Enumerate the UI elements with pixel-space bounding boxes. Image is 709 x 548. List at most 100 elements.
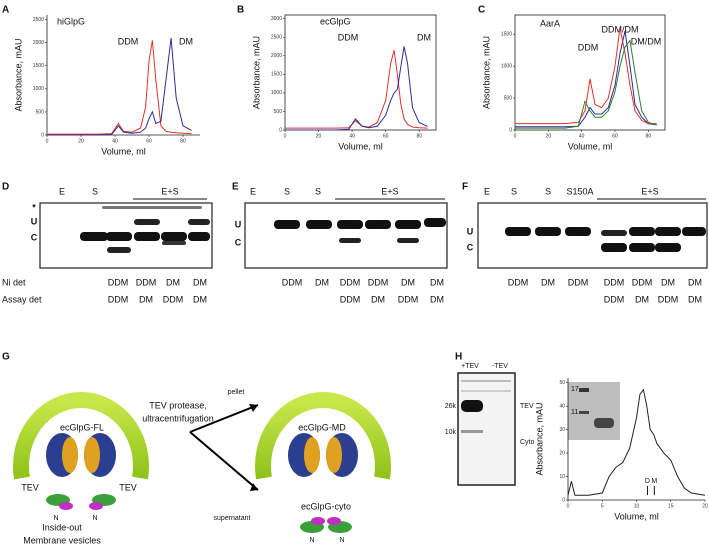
row-label: Ni det: [2, 277, 26, 287]
y-tick-label: 30: [559, 427, 565, 433]
gel-d: [39, 202, 213, 269]
series-label: DM/DM: [631, 36, 662, 46]
tev-label: TEV: [21, 482, 39, 492]
y-tick-label: 0: [562, 497, 565, 503]
x-tick-label: 60: [146, 138, 152, 144]
y-tick-label: 2000: [271, 53, 282, 59]
lane-label: S: [511, 186, 517, 196]
y-tick-label: 1500: [33, 63, 44, 69]
lane-label: E: [250, 186, 256, 196]
x-tick-label: 15: [668, 503, 674, 509]
chart-title: hiGlpG: [57, 16, 85, 26]
y-tick-label: 50: [559, 380, 565, 386]
x-tick-label: 0: [284, 133, 287, 139]
x-axis-label: Volume, ml: [614, 511, 659, 521]
annotation-label: D: [645, 478, 650, 485]
supernatant-label: supernatant: [214, 515, 251, 522]
chart-title: AarA: [540, 18, 560, 28]
y-tick-label: 1000: [271, 90, 282, 96]
ni-det: DM: [193, 277, 207, 287]
series-label: DDM: [578, 42, 599, 52]
band-label: C: [235, 237, 242, 247]
x-tick-label: 5: [601, 503, 604, 509]
y-axis-label: Absorbance, mAU: [481, 36, 491, 109]
ni-det: DDM: [604, 277, 625, 287]
x-tick-label: 40: [579, 133, 585, 139]
x-tick-label: 80: [180, 138, 186, 144]
band-label: U: [31, 216, 38, 226]
x-tick-label: 40: [112, 138, 118, 144]
x-tick-label: 20: [78, 138, 84, 144]
x-tick-label: 20: [546, 133, 552, 139]
trace: [285, 46, 428, 131]
n-terminus: N: [309, 537, 314, 544]
vesicle-diagram: [13, 392, 391, 533]
n-terminus: N: [339, 537, 344, 544]
x-tick-label: 80: [646, 133, 652, 139]
plot-frame: [284, 14, 437, 131]
ni-det: DM: [315, 277, 329, 287]
panel-label: A: [2, 5, 9, 16]
x-tick-label: 0: [514, 133, 517, 139]
assay-det: DDM: [108, 294, 129, 304]
lane-label: E: [59, 186, 65, 196]
panel-label: D: [2, 182, 9, 193]
ni-det: DM: [430, 277, 444, 287]
step-label: TEV protease,: [149, 400, 207, 410]
y-tick-label: 20: [559, 450, 565, 456]
protein-md: [288, 433, 358, 477]
chart-title: ecGlpG: [320, 16, 351, 26]
y-tick-label: 10: [559, 474, 565, 480]
trace: [515, 39, 657, 129]
band-label: Cyto: [520, 439, 535, 446]
y-tick-label: 500: [274, 109, 283, 115]
assay-det: DM: [688, 294, 702, 304]
x-tick-label: 10: [634, 503, 640, 509]
x-axis-label: Volume, ml: [338, 141, 383, 151]
tev-label: TEV: [119, 482, 137, 492]
vesicle-label: Membrane vesicles: [23, 535, 101, 545]
marker-label: 10k: [445, 429, 457, 436]
ni-det: DDM: [340, 277, 361, 287]
x-tick-label: 20: [702, 503, 708, 509]
gel-f: [477, 202, 708, 269]
lane-label: S: [315, 186, 321, 196]
y-axis-label: Absorbance, mAU: [251, 36, 261, 109]
ni-det: DDM: [136, 277, 157, 287]
assay-det: DDM: [658, 294, 679, 304]
annotation-label: M: [651, 478, 657, 485]
protein-label: ecGlpG-cyto: [301, 501, 351, 511]
assay-det: DDM: [340, 294, 361, 304]
series-label: DM: [417, 32, 431, 42]
lane-label: S: [545, 186, 551, 196]
protein-fl: [46, 433, 116, 510]
ni-det: DM: [541, 277, 555, 287]
y-tick-label: 3000: [271, 16, 282, 22]
y-tick-label: 1000: [501, 63, 512, 69]
assay-det: DM: [193, 294, 207, 304]
axes: [46, 15, 200, 136]
assay-det: DM: [371, 294, 385, 304]
ni-det: DDM: [368, 277, 389, 287]
pellet-label: pellet: [228, 389, 245, 396]
series-label: DDM: [118, 36, 139, 46]
inset-marker: 11: [571, 409, 578, 416]
y-tick-label: 0: [279, 127, 282, 133]
y-tick-label: 2000: [33, 40, 44, 46]
plot-frame: [514, 14, 666, 131]
y-tick-label: 500: [504, 95, 513, 101]
lane-label: S150A: [566, 186, 593, 196]
gel-h: [457, 372, 620, 486]
y-tick-label: 2500: [33, 17, 44, 23]
ni-det: DDM: [108, 277, 129, 287]
ni-det: DDM: [632, 277, 653, 287]
trace: [285, 50, 428, 129]
lane-label: E+S: [381, 186, 398, 196]
y-tick-label: 1500: [271, 72, 282, 78]
band-label: C: [467, 242, 474, 252]
lane-label: E+S: [161, 186, 178, 196]
assay-det: DDM: [604, 294, 625, 304]
y-tick-label: 0: [41, 132, 44, 138]
y-tick-label: 0: [509, 127, 512, 133]
